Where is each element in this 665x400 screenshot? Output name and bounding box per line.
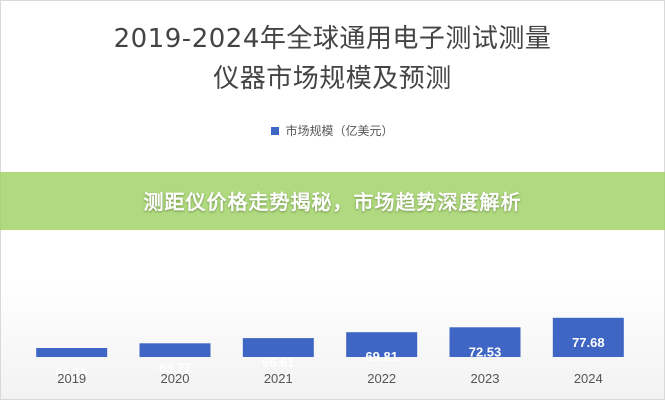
data-label-2020: 63.77 [159,360,192,375]
x-tick-2024: 2024 [574,371,603,386]
bar-2021 [242,338,314,357]
bar-2022 [346,332,418,357]
legend-swatch [271,126,280,135]
banner-text: 测距仪价格走势揭秘，市场趋势深度解析 [143,190,522,214]
chart-title-line-1: 2019-2024年全球通用电子测试测量 [113,24,552,54]
data-label-2019: 61.18 [55,365,88,380]
bar-2023 [449,327,521,357]
bar-2024 [552,317,624,357]
bar-2019 [36,348,108,357]
chart-legend: 市场规模（亿美元） [0,122,665,139]
chart-title-line-2: 仪器市场规模及预测 [213,64,452,94]
data-label-2022: 69.81 [365,349,398,364]
legend-label: 市场规模（亿美元） [285,124,394,138]
x-tick-2021: 2021 [264,371,293,386]
bar-2020 [139,343,211,357]
x-tick-2023: 2023 [471,371,500,386]
x-tick-2020: 2020 [161,371,190,386]
data-label-2023: 72.53 [469,344,502,359]
data-label-2021: 66.61 [262,355,295,370]
x-tick-2022: 2022 [367,371,396,386]
x-tick-2019: 2019 [57,371,86,386]
data-label-2024: 77.68 [572,335,605,350]
overlay-banner: 测距仪价格走势揭秘，市场趋势深度解析 [0,172,665,230]
